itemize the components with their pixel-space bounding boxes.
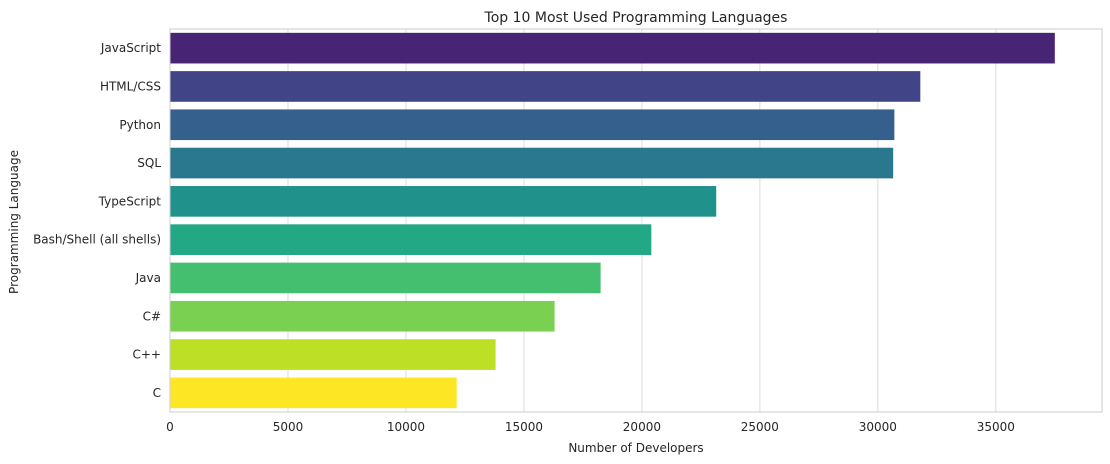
x-tick-label: 20000 <box>623 420 661 434</box>
x-tick-label: 30000 <box>859 420 897 434</box>
bar-c <box>170 339 496 370</box>
bar-java <box>170 262 601 294</box>
x-tick-label: 5000 <box>273 420 304 434</box>
bar-typescript <box>170 186 717 217</box>
bar-c <box>170 300 555 332</box>
x-tick-label: 25000 <box>741 420 779 434</box>
x-tick-labels: 0 5000 10000 15000 20000 25000 30000 35000 <box>166 420 1015 434</box>
y-tick-label: Bash/Shell (all shells) <box>33 233 161 247</box>
chart-title: Top 10 Most Used Programming Languages <box>484 10 788 26</box>
y-tick-label: Java <box>135 271 161 285</box>
x-tick-label: 10000 <box>387 420 425 434</box>
y-tick-label: JavaScript <box>100 41 161 55</box>
y-tick-label: TypeScript <box>98 194 162 208</box>
x-tick-label: 35000 <box>977 420 1015 434</box>
bar-html-css <box>170 71 921 102</box>
y-tick-label: C++ <box>133 348 162 362</box>
y-axis-label: Programming Language <box>7 150 21 294</box>
bar-c <box>170 377 457 409</box>
bars <box>170 32 1055 409</box>
y-tick-label: C <box>153 386 161 400</box>
plot-frame <box>169 28 1103 413</box>
x-tick-label: 15000 <box>505 420 543 434</box>
x-axis-label: Number of Developers <box>568 441 703 455</box>
x-tick-label: 0 <box>166 420 174 434</box>
y-tick-label: HTML/CSS <box>100 79 161 93</box>
bar-python <box>170 109 895 141</box>
y-tick-label: Python <box>119 118 161 132</box>
y-tick-label: C# <box>143 309 161 323</box>
bar-sql <box>170 147 894 179</box>
bar-bash-shell-all-shells <box>170 224 652 255</box>
y-tick-label: SQL <box>137 156 161 170</box>
bar-javascript <box>170 32 1055 64</box>
y-tick-labels: JavaScript HTML/CSS Python SQL TypeScript Bas… <box>33 41 161 400</box>
